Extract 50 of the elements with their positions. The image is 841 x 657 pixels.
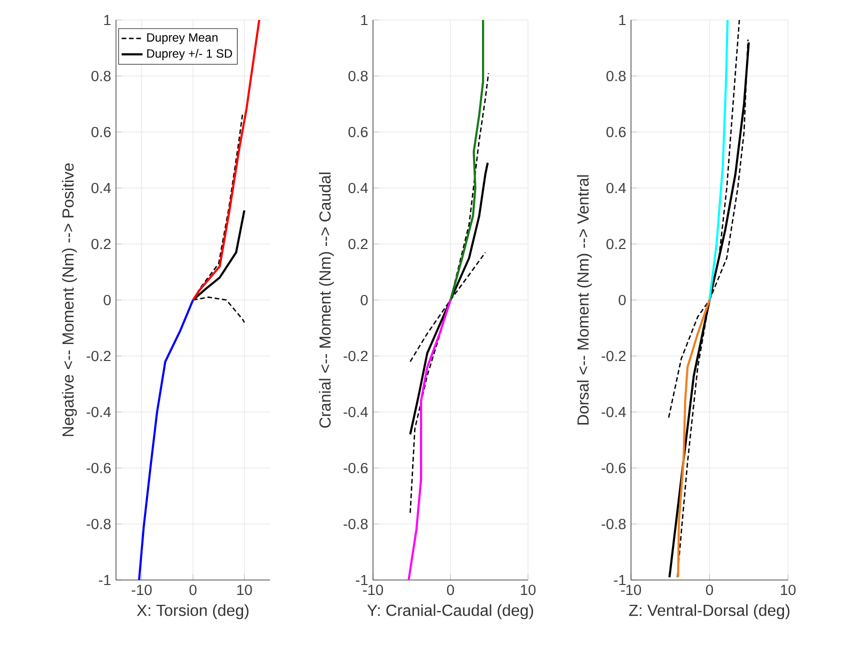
y-tick-label: 0.8 bbox=[91, 70, 111, 82]
y-tick-label: 0.8 bbox=[606, 70, 626, 82]
y-tick-label: 0.4 bbox=[606, 182, 626, 194]
y-tick-label: 0 bbox=[104, 294, 111, 306]
y-tick-label: -0.8 bbox=[344, 518, 368, 530]
x-axis-title: Y: Cranial-Caudal (deg) bbox=[367, 604, 534, 620]
y-tick-label: -0.2 bbox=[86, 350, 111, 362]
legend-label: Duprey +/- 1 SD bbox=[147, 48, 232, 60]
y-tick-label: 0.6 bbox=[606, 126, 626, 138]
y-tick-label: -1 bbox=[356, 574, 368, 586]
y-tick-label: -1 bbox=[614, 574, 626, 586]
y-tick-label: 0.2 bbox=[348, 238, 368, 250]
y-tick-label: -0.6 bbox=[602, 462, 626, 474]
y-tick-label: -0.6 bbox=[344, 462, 368, 474]
y-tick-label: 0 bbox=[618, 294, 626, 306]
y-tick-label: -0.4 bbox=[86, 406, 111, 418]
y-tick-label: 1 bbox=[361, 14, 368, 26]
x-tick-label: 0 bbox=[446, 584, 454, 596]
y-tick-label: -0.6 bbox=[86, 462, 111, 474]
y-tick-label: 0.8 bbox=[348, 70, 368, 82]
y-tick-label: -0.2 bbox=[602, 350, 626, 362]
legend-label: Duprey Mean bbox=[147, 33, 218, 44]
x-tick-label: -10 bbox=[132, 584, 152, 596]
y-tick-label: 0.4 bbox=[348, 182, 368, 194]
y-tick-label: -0.8 bbox=[86, 518, 111, 530]
y-axis-title: Cranial <-- Moment (Nm) --> Caudal bbox=[318, 172, 334, 428]
y-tick-label: 0.6 bbox=[348, 126, 368, 138]
x-tick-label: 10 bbox=[237, 584, 252, 596]
x-axis-title: Z: Ventral-Dorsal (deg) bbox=[629, 604, 790, 620]
x-tick-label: 0 bbox=[706, 584, 713, 596]
y-tick-label: 1 bbox=[104, 14, 111, 26]
x-axis-title: X: Torsion (deg) bbox=[136, 604, 248, 620]
y-tick-label: 0.2 bbox=[606, 238, 626, 250]
y-tick-label: 0 bbox=[360, 294, 368, 306]
y-tick-label: 0.2 bbox=[91, 238, 111, 250]
y-tick-label: 0.4 bbox=[91, 182, 111, 194]
y-tick-label: -0.4 bbox=[344, 406, 368, 418]
y-tick-label: -1 bbox=[98, 574, 111, 586]
x-tick-label: -10 bbox=[363, 584, 384, 596]
x-tick-label: 10 bbox=[780, 584, 796, 596]
x-tick-label: 10 bbox=[520, 584, 536, 596]
y-tick-label: -0.4 bbox=[602, 406, 626, 418]
y-axis-title: Negative <-- Moment (Nm) --> Positive bbox=[62, 163, 77, 436]
y-tick-label: 0.6 bbox=[91, 126, 111, 138]
y-tick-label: -0.2 bbox=[344, 350, 368, 362]
y-axis-title: Dorsal <-- Moment (Nm) --> Ventral bbox=[576, 175, 592, 424]
x-tick-label: -10 bbox=[621, 584, 642, 596]
y-tick-label: -0.8 bbox=[602, 518, 626, 530]
y-tick-label: 1 bbox=[619, 14, 626, 26]
x-tick-label: 0 bbox=[189, 584, 196, 596]
